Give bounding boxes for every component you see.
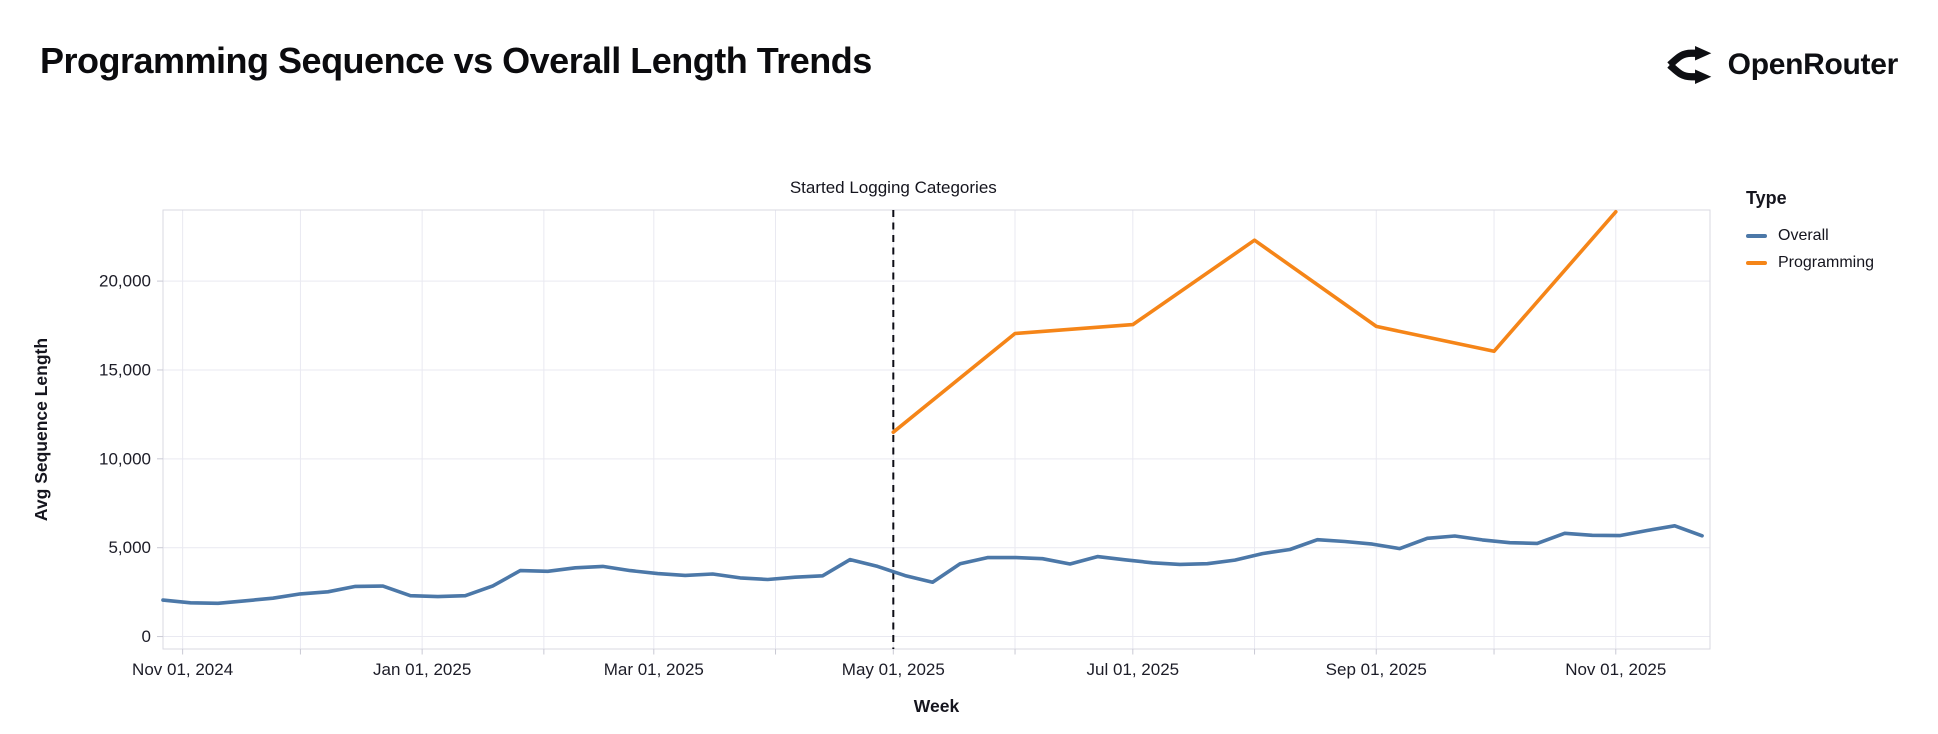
x-tick-label: Nov 01, 2024 <box>132 660 233 679</box>
openrouter-logo[interactable]: OpenRouter <box>1666 44 1899 86</box>
x-tick-label: Sep 01, 2025 <box>1326 660 1427 679</box>
y-tick-label: 10,000 <box>99 449 151 468</box>
legend-item-programming: Programming <box>1746 254 1874 272</box>
y-tick-label: 0 <box>142 627 151 646</box>
legend-item-label: Overall <box>1778 227 1829 244</box>
axis-ticks <box>157 280 1617 655</box>
y-axis-title: Avg Sequence Length <box>31 338 51 521</box>
y-tick-label: 15,000 <box>99 360 151 379</box>
legend-item-label: Programming <box>1778 254 1875 271</box>
x-tick-label: May 01, 2025 <box>842 660 945 679</box>
plot-area[interactable] <box>163 210 1710 649</box>
annotation-label: Started Logging Categories <box>790 178 997 197</box>
plot-border <box>162 209 1711 650</box>
brand-name: OpenRouter <box>1727 48 1899 81</box>
page-title: Programming Sequence vs Overall Length T… <box>40 40 872 81</box>
x-tick-label: Jan 01, 2025 <box>373 660 471 679</box>
y-tick-label: 5,000 <box>108 538 151 557</box>
series-line-programming <box>891 210 1618 435</box>
series-line-overall <box>161 523 1704 606</box>
legend-title: Type <box>1746 188 1787 208</box>
x-axis-title: Week <box>914 696 960 716</box>
programming-line-swatch <box>1746 261 1767 265</box>
x-tick-label: Mar 01, 2025 <box>604 660 704 679</box>
openrouter-fork-arrows-icon <box>1666 44 1714 86</box>
overall-line-swatch <box>1746 234 1767 238</box>
gridlines <box>163 210 1710 649</box>
legend: Type Overall Programming <box>1746 188 1874 272</box>
x-tick-label: Nov 01, 2025 <box>1565 660 1666 679</box>
x-tick-label: Jul 01, 2025 <box>1086 660 1179 679</box>
y-tick-label: 20,000 <box>99 272 151 291</box>
legend-item-overall: Overall <box>1746 227 1874 245</box>
